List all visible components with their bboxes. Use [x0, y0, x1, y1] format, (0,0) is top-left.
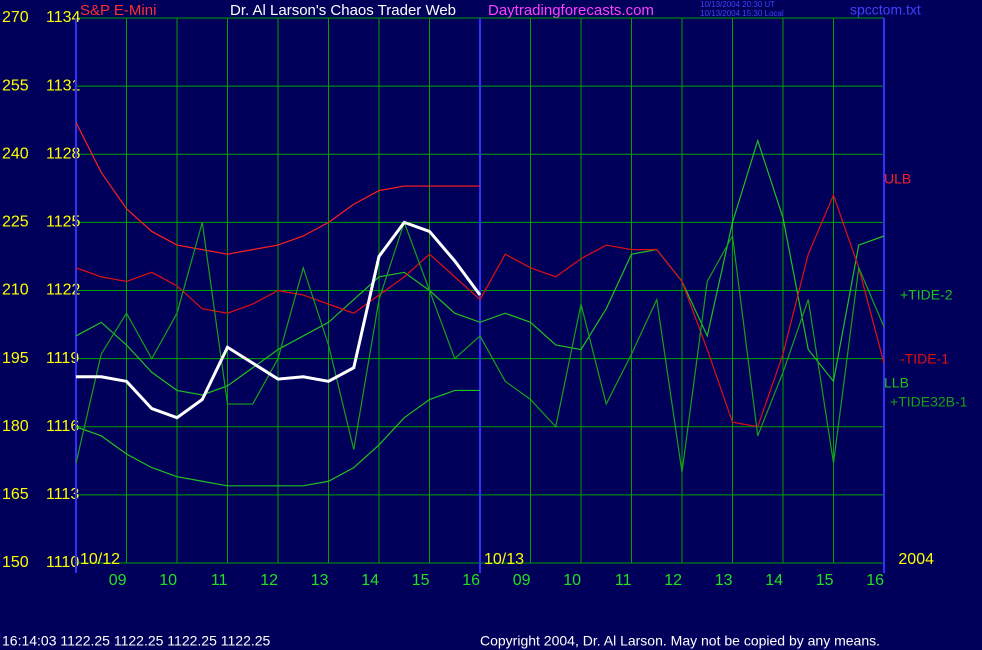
y2-tick-label: 1113	[46, 486, 79, 503]
x-tick-label: 10	[159, 572, 177, 589]
y-tick-label: 255	[2, 77, 29, 94]
y2-tick-label: 1125	[46, 214, 81, 231]
site-title: Dr. Al Larson's Chaos Trader Web	[230, 2, 456, 19]
x-tick-label: 11	[211, 572, 228, 589]
series-line	[75, 220, 885, 473]
y2-tick-label: 1119	[46, 350, 79, 367]
series-line	[75, 193, 885, 428]
x-tick-label: 09	[109, 572, 127, 589]
y-tick-label: 210	[2, 282, 29, 299]
x-tick-label: 15	[412, 572, 430, 589]
series-line	[75, 122, 480, 255]
x-tick-label: 16	[462, 572, 480, 589]
y-tick-label: 165	[2, 486, 29, 503]
legend-label: -TIDE-1	[900, 351, 949, 367]
x-tick-label: 13	[311, 572, 329, 589]
y2-tick-label: 1131	[46, 77, 81, 94]
day-label: 10/12	[80, 551, 120, 568]
y2-tick-label: 1110	[46, 554, 79, 571]
y-tick-label: 225	[2, 214, 29, 231]
y2-tick-label: 1116	[46, 418, 79, 435]
x-tick-label: 11	[615, 572, 632, 589]
y-tick-label: 240	[2, 145, 29, 162]
chart-title: S&P E-Mini	[80, 2, 156, 19]
day-label: 10/13	[484, 551, 524, 568]
x-tick-label: 09	[513, 572, 531, 589]
legend-label: ULB	[884, 171, 911, 187]
copyright: Copyright 2004, Dr. Al Larson. May not b…	[480, 633, 880, 649]
x-tick-label: 15	[816, 572, 834, 589]
legend-label: +TIDE32B-1	[890, 394, 968, 410]
x-tick-label: 13	[715, 572, 733, 589]
series-line	[75, 138, 885, 396]
legend-label: LLB	[884, 375, 909, 391]
day-label: 2004	[898, 551, 934, 568]
series-line	[75, 389, 480, 487]
file-name: spcctom.txt	[850, 2, 921, 18]
site-url: Daytradingforecasts.com	[488, 2, 654, 19]
y-tick-label: 195	[2, 350, 29, 367]
y-tick-label: 180	[2, 418, 29, 435]
stamp-local: 10/13/2004 15:30 Local	[700, 9, 784, 18]
x-tick-label: 14	[765, 572, 783, 589]
status: 16:14:03 1122.25 1122.25 1122.25 1122.25	[2, 633, 271, 649]
y-tick-label: 270	[2, 9, 29, 26]
y-tick-label: 150	[2, 554, 29, 571]
stamp-ut: 10/13/2004 20:30 UT	[700, 0, 775, 9]
y2-tick-label: 1128	[46, 145, 81, 162]
y2-tick-label: 1134	[46, 9, 81, 26]
legend-label: +TIDE-2	[900, 287, 953, 303]
x-tick-label: 10	[563, 572, 581, 589]
y2-tick-label: 1122	[46, 282, 81, 299]
series-line	[76, 220, 482, 420]
x-tick-label: 12	[260, 572, 278, 589]
x-tick-label: 14	[361, 572, 379, 589]
x-tick-label: 12	[664, 572, 682, 589]
x-tick-label: 16	[866, 572, 884, 589]
